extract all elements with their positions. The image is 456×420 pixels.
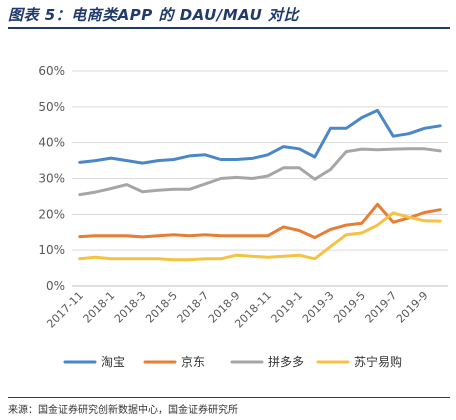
legend-label: 淘宝 — [101, 355, 125, 369]
legend-label: 京东 — [181, 355, 205, 369]
x-tick-label: 2019-1 — [269, 289, 306, 326]
series-line-淘宝 — [78, 108, 442, 165]
x-tick-label: 2018-5 — [143, 289, 180, 326]
legend: 淘宝 京东 拼多多 苏宁易购 — [63, 354, 402, 369]
y-tick-label: 20% — [38, 207, 65, 221]
source-divider — [8, 397, 450, 398]
legend-label: 苏宁易购 — [354, 354, 402, 369]
x-tick-label: 2018-1 — [81, 289, 118, 326]
source-note: 来源：国金证券研究创新数据中心，国金证券研究所 — [8, 405, 238, 416]
series-line-苏宁易购 — [78, 211, 442, 262]
legend-label: 拼多多 — [268, 355, 304, 369]
figure-title: 图表 5：电商类APP 的 DAU/MAU 对比 — [8, 6, 300, 24]
y-tick-label: 0% — [46, 279, 65, 293]
y-tick-label: 60% — [38, 64, 65, 78]
dau-mau-line-chart: 0%10%20%30%40%50%60%2017-112018-12018-32… — [38, 64, 448, 369]
x-tick-label: 2019-9 — [394, 289, 431, 326]
y-tick-label: 50% — [38, 100, 65, 114]
axes: 0%10%20%30%40%50%60%2017-112018-12018-32… — [38, 64, 448, 331]
x-tick-label: 2019-7 — [363, 289, 400, 326]
series-line-京东 — [78, 202, 442, 240]
x-tick-label: 2017-11 — [44, 289, 86, 331]
y-tick-label: 40% — [38, 136, 65, 150]
x-tick-label: 2019-5 — [331, 289, 368, 326]
series-line-拼多多 — [78, 147, 442, 197]
x-tick-label: 2018-7 — [175, 289, 212, 326]
title-divider — [8, 27, 450, 29]
series-lines — [78, 108, 442, 262]
y-tick-label: 10% — [38, 243, 65, 257]
x-tick-label: 2019-3 — [300, 289, 337, 326]
x-tick-label: 2018-3 — [112, 289, 149, 326]
y-tick-label: 30% — [38, 172, 65, 186]
